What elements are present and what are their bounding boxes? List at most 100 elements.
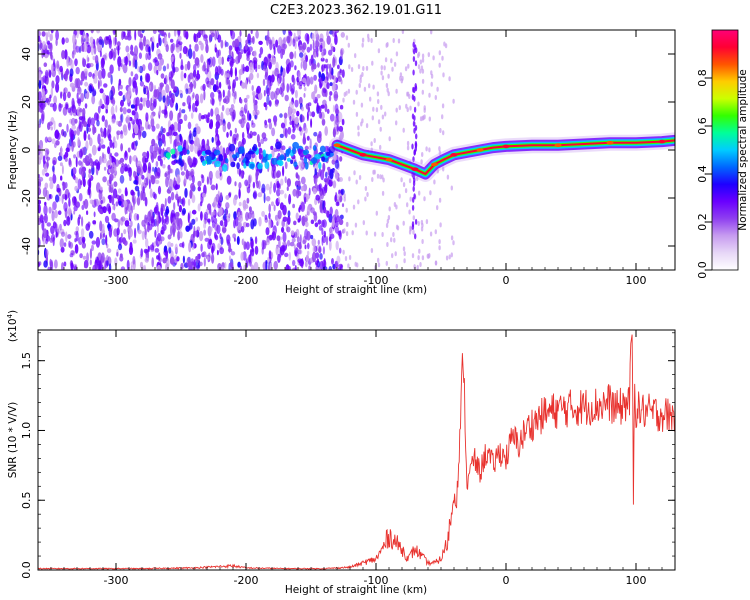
- noise-speckle: [145, 238, 149, 248]
- noise-speckle: [51, 210, 55, 222]
- noise-speckle: [179, 242, 184, 248]
- noise-band-blob: [225, 158, 229, 164]
- noise-speckle: [414, 233, 417, 240]
- noise-speckle: [371, 115, 374, 121]
- noise-speckle: [52, 174, 57, 184]
- noise-speckle: [380, 65, 383, 71]
- noise-speckle: [56, 187, 61, 193]
- noise-speckle: [104, 215, 110, 224]
- noise-speckle: [307, 242, 310, 250]
- noise-speckle: [334, 262, 337, 270]
- noise-speckle: [64, 70, 68, 82]
- noise-speckle: [300, 185, 305, 192]
- noise-speckle: [158, 252, 161, 261]
- noise-speckle: [112, 205, 116, 210]
- noise-speckle: [245, 211, 249, 221]
- noise-band: [163, 141, 336, 172]
- noise-speckle: [150, 97, 153, 107]
- noise-speckle: [157, 86, 161, 97]
- noise-speckle: [113, 47, 117, 59]
- noise-speckle: [108, 50, 113, 60]
- noise-speckle: [49, 94, 52, 99]
- noise-speckle: [323, 230, 326, 238]
- noise-speckle: [67, 234, 72, 240]
- noise-speckle: [452, 98, 455, 104]
- noise-speckle: [69, 68, 74, 77]
- noise-speckle: [404, 188, 408, 194]
- noise-speckle: [82, 255, 87, 260]
- noise-band-blob: [170, 148, 176, 155]
- noise-speckle: [134, 123, 139, 135]
- noise-speckle: [132, 76, 137, 88]
- noise-speckle: [319, 38, 324, 43]
- noise-speckle: [315, 194, 321, 201]
- noise-speckle: [399, 72, 403, 78]
- noise-speckle: [61, 37, 65, 45]
- noise-speckle: [120, 113, 124, 123]
- noise-speckle: [200, 211, 203, 221]
- noise-speckle: [214, 30, 218, 41]
- noise-speckle: [420, 65, 424, 71]
- noise-speckle: [339, 214, 344, 220]
- noise-speckle: [351, 230, 354, 236]
- noise-speckle: [375, 107, 379, 113]
- noise-speckle: [45, 172, 50, 177]
- noise-speckle: [414, 218, 418, 225]
- noise-speckle: [412, 69, 415, 76]
- noise-speckle: [215, 114, 221, 122]
- snr-scale-label: (x104): [6, 310, 19, 342]
- noise-speckle: [226, 239, 230, 246]
- noise-speckle: [321, 227, 324, 236]
- noise-speckle: [344, 256, 348, 261]
- noise-speckle: [263, 56, 269, 68]
- noise-speckle: [130, 220, 133, 227]
- noise-speckle: [61, 262, 64, 270]
- noise-speckle: [238, 157, 241, 162]
- noise-speckle: [200, 115, 205, 120]
- noise-speckle: [69, 128, 73, 139]
- noise-speckle: [71, 141, 74, 152]
- noise-speckle: [203, 257, 206, 267]
- noise-speckle: [293, 77, 296, 86]
- noise-speckle: [144, 228, 147, 240]
- noise-speckle: [88, 71, 93, 78]
- noise-band-blob: [278, 160, 282, 166]
- noise-speckle: [175, 134, 181, 144]
- noise-speckle: [225, 107, 230, 116]
- noise-speckle: [134, 227, 137, 239]
- noise-speckle: [148, 84, 151, 91]
- noise-speckle: [126, 164, 130, 174]
- noise-speckle: [151, 41, 155, 52]
- noise-speckle: [154, 59, 160, 67]
- noise-speckle: [341, 203, 345, 208]
- noise-speckle: [265, 261, 268, 270]
- noise-speckle: [246, 197, 250, 204]
- noise-speckle: [47, 266, 51, 270]
- noise-speckle: [173, 85, 177, 91]
- noise-speckle: [73, 154, 77, 159]
- noise-speckle: [364, 196, 367, 202]
- noise-speckle: [141, 230, 145, 241]
- noise-speckle: [147, 62, 153, 71]
- noise-speckle: [328, 240, 332, 251]
- noise-speckle: [72, 167, 77, 175]
- noise-speckle: [234, 137, 237, 145]
- noise-speckle: [302, 59, 308, 71]
- noise-speckle: [332, 56, 336, 68]
- noise-speckle: [411, 143, 414, 150]
- noise-speckle: [445, 255, 449, 261]
- noise-speckle: [170, 225, 173, 237]
- noise-band-blob: [311, 157, 318, 164]
- noise-speckle: [406, 145, 410, 151]
- noise-speckle: [262, 78, 266, 87]
- noise-speckle: [339, 156, 343, 162]
- x-tick-label: 100: [626, 274, 647, 287]
- noise-speckle: [240, 251, 244, 261]
- noise-speckle: [441, 55, 444, 61]
- noise-speckle: [299, 162, 305, 171]
- noise-speckle: [107, 124, 112, 134]
- noise-speckle: [395, 51, 399, 57]
- noise-band-blob: [178, 158, 182, 166]
- noise-speckle: [282, 82, 285, 92]
- noise-speckle: [42, 216, 47, 220]
